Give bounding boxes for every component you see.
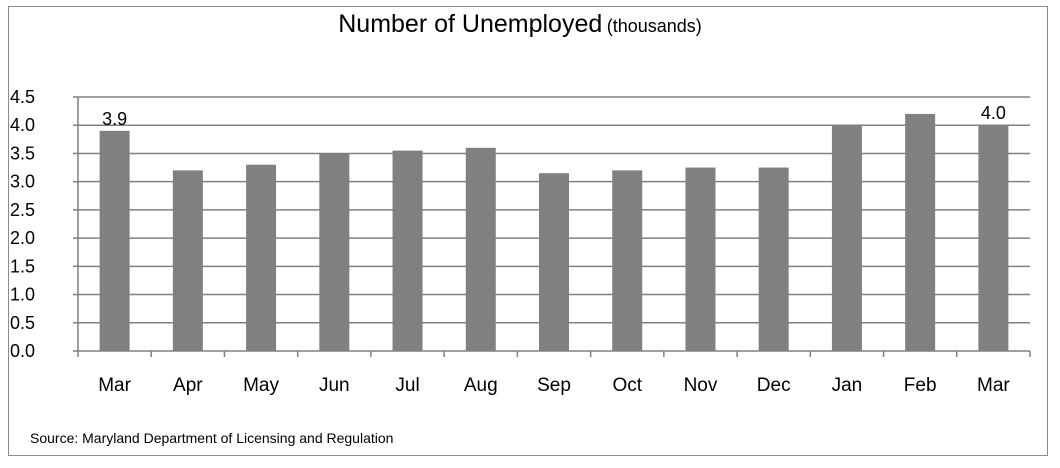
- x-tick-label: Sep: [537, 375, 571, 396]
- x-tick-label: Jan: [832, 375, 863, 396]
- x-tick-label: Dec: [757, 375, 791, 396]
- x-tick-label: Jul: [395, 375, 419, 396]
- y-tick-label: 1.5: [10, 256, 35, 276]
- y-tick-label: 4.0: [10, 115, 35, 135]
- bar: [465, 147, 496, 351]
- x-tick-label: May: [243, 375, 279, 396]
- x-tick-label: Mar: [977, 375, 1010, 396]
- bar: [539, 173, 569, 351]
- y-tick-label: 0.5: [10, 313, 35, 333]
- data-label: 4.0: [981, 103, 1006, 123]
- x-tick-label: Aug: [464, 375, 498, 396]
- y-tick-label: 2.0: [10, 228, 35, 248]
- bar: [99, 130, 130, 351]
- x-tick-label: Nov: [684, 375, 718, 396]
- bar: [612, 170, 643, 351]
- x-tick-label: Mar: [98, 375, 131, 396]
- x-tick-label: Jun: [319, 375, 350, 396]
- bar: [905, 113, 936, 351]
- x-tick-label: Feb: [904, 375, 937, 396]
- bar: [319, 153, 350, 351]
- y-tick-label: 3.5: [10, 143, 35, 163]
- bar: [758, 167, 789, 351]
- x-tick-label: Oct: [612, 375, 642, 396]
- bar: [685, 167, 716, 351]
- data-label: 3.9: [102, 109, 127, 129]
- source-note: Source: Maryland Department of Licensing…: [30, 430, 394, 446]
- chart-title-unit: (thousands): [606, 16, 702, 36]
- x-tick-label: Apr: [173, 375, 203, 396]
- y-tick-label: 1.0: [10, 285, 35, 305]
- bar: [246, 164, 277, 351]
- y-tick-label: 2.5: [10, 200, 35, 220]
- y-tick-label: 0.0: [10, 341, 35, 361]
- chart-title: Number of Unemployed (thousands): [0, 10, 1040, 39]
- bar: [831, 125, 862, 351]
- y-tick-label: 3.0: [10, 172, 35, 192]
- chart-title-main: Number of Unemployed: [338, 10, 603, 38]
- bar: [978, 125, 1009, 351]
- y-tick-label: 4.5: [10, 87, 35, 107]
- bar: [392, 150, 423, 351]
- bar: [172, 170, 203, 351]
